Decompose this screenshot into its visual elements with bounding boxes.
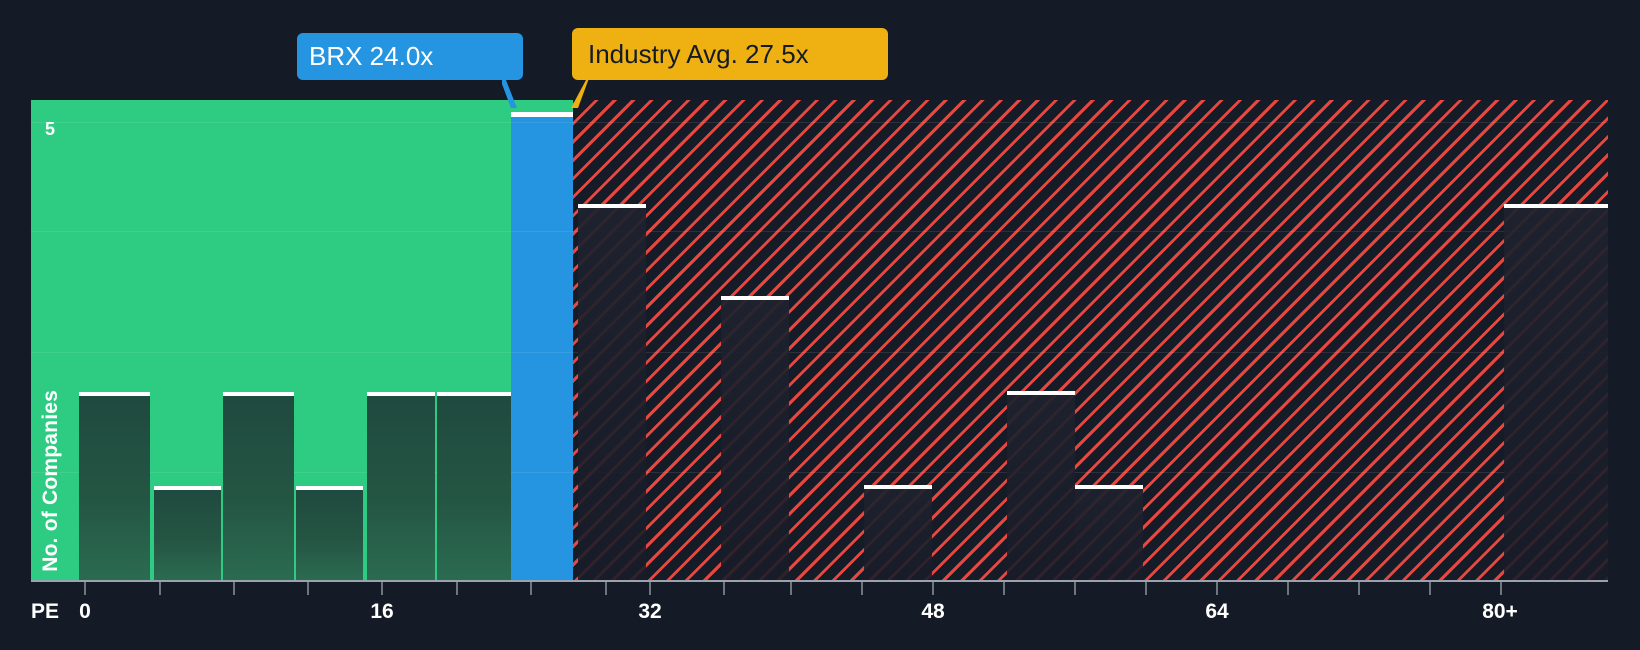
- bar-cap: [721, 296, 789, 300]
- bar-cap: [1075, 485, 1143, 489]
- x-axis-tick: [530, 582, 532, 595]
- industry-callout-label: Industry Avg. 27.5x: [588, 38, 809, 69]
- x-axis-tick: [381, 582, 383, 595]
- x-axis-tick-label: 80+: [1482, 600, 1518, 623]
- x-axis-tick-label: 48: [921, 600, 945, 623]
- histogram-bar: [1075, 485, 1143, 580]
- bar-cap: [367, 392, 435, 396]
- x-axis-tick: [1003, 582, 1005, 595]
- x-axis-tick: [84, 582, 86, 595]
- x-axis-tick: [1074, 582, 1076, 595]
- x-axis-tick: [1287, 582, 1289, 595]
- bar-cap: [79, 392, 150, 396]
- y-axis-title: No. of Companies: [39, 390, 62, 572]
- bar-cap: [864, 485, 932, 489]
- x-axis-tick: [307, 582, 309, 595]
- x-axis-tick: [456, 582, 458, 595]
- x-axis-tick-label: 0: [79, 600, 91, 623]
- x-axis-tick-label: 64: [1205, 600, 1229, 623]
- x-axis-tick: [1500, 582, 1502, 595]
- histogram-bar: [1504, 204, 1608, 580]
- x-axis-tick: [1429, 582, 1431, 595]
- x-axis-tick: [159, 582, 161, 595]
- histogram-bar: [1007, 391, 1075, 580]
- plot-area: 5 No. of Companies: [31, 100, 1608, 580]
- x-axis-line: [31, 580, 1608, 582]
- bar-cap: [578, 204, 646, 208]
- bar-cap: [154, 486, 221, 490]
- histogram-bar: [154, 486, 221, 580]
- histogram-bar: [721, 296, 789, 580]
- x-axis-tick: [233, 582, 235, 595]
- zone-brx-band: [511, 117, 573, 580]
- histogram-bar: [79, 392, 150, 580]
- bar-cap: [223, 392, 294, 396]
- x-axis-tick: [861, 582, 863, 595]
- x-axis-tick: [1145, 582, 1147, 595]
- x-axis-tick: [1216, 582, 1218, 595]
- x-axis-tick: [605, 582, 607, 595]
- brx-band-cap: [511, 112, 573, 117]
- bar-cap: [437, 392, 511, 396]
- x-axis-prefix-label: PE: [31, 600, 60, 623]
- brx-callout-label: BRX 24.0x: [309, 41, 434, 71]
- x-axis-tick: [1358, 582, 1360, 595]
- histogram-bar: [223, 392, 294, 580]
- industry-average-callout[interactable]: Industry Avg. 27.5x: [572, 28, 888, 80]
- bar-cap: [1007, 391, 1075, 395]
- y-axis-value-label: 5: [45, 119, 56, 139]
- x-axis-tick-label: 16: [370, 600, 394, 623]
- histogram-bar: [367, 392, 435, 580]
- gridline-2: [31, 472, 1608, 473]
- bar-cap: [296, 486, 363, 490]
- histogram-bar: [864, 485, 932, 580]
- bar-cap: [1504, 204, 1608, 208]
- x-axis-tick: [790, 582, 792, 595]
- x-axis-tick-label: 32: [638, 600, 662, 623]
- x-axis-tick: [649, 582, 651, 595]
- histogram-bar: [578, 204, 646, 580]
- gridline-4: [31, 231, 1608, 232]
- histogram-bar: [296, 486, 363, 580]
- histogram-bar: [437, 392, 511, 580]
- x-axis-tick: [723, 582, 725, 595]
- brx-pe-callout[interactable]: BRX 24.0x: [297, 33, 523, 80]
- x-axis-tick: [932, 582, 934, 595]
- gridline-3: [31, 352, 1608, 353]
- gridline-5: [31, 122, 1608, 123]
